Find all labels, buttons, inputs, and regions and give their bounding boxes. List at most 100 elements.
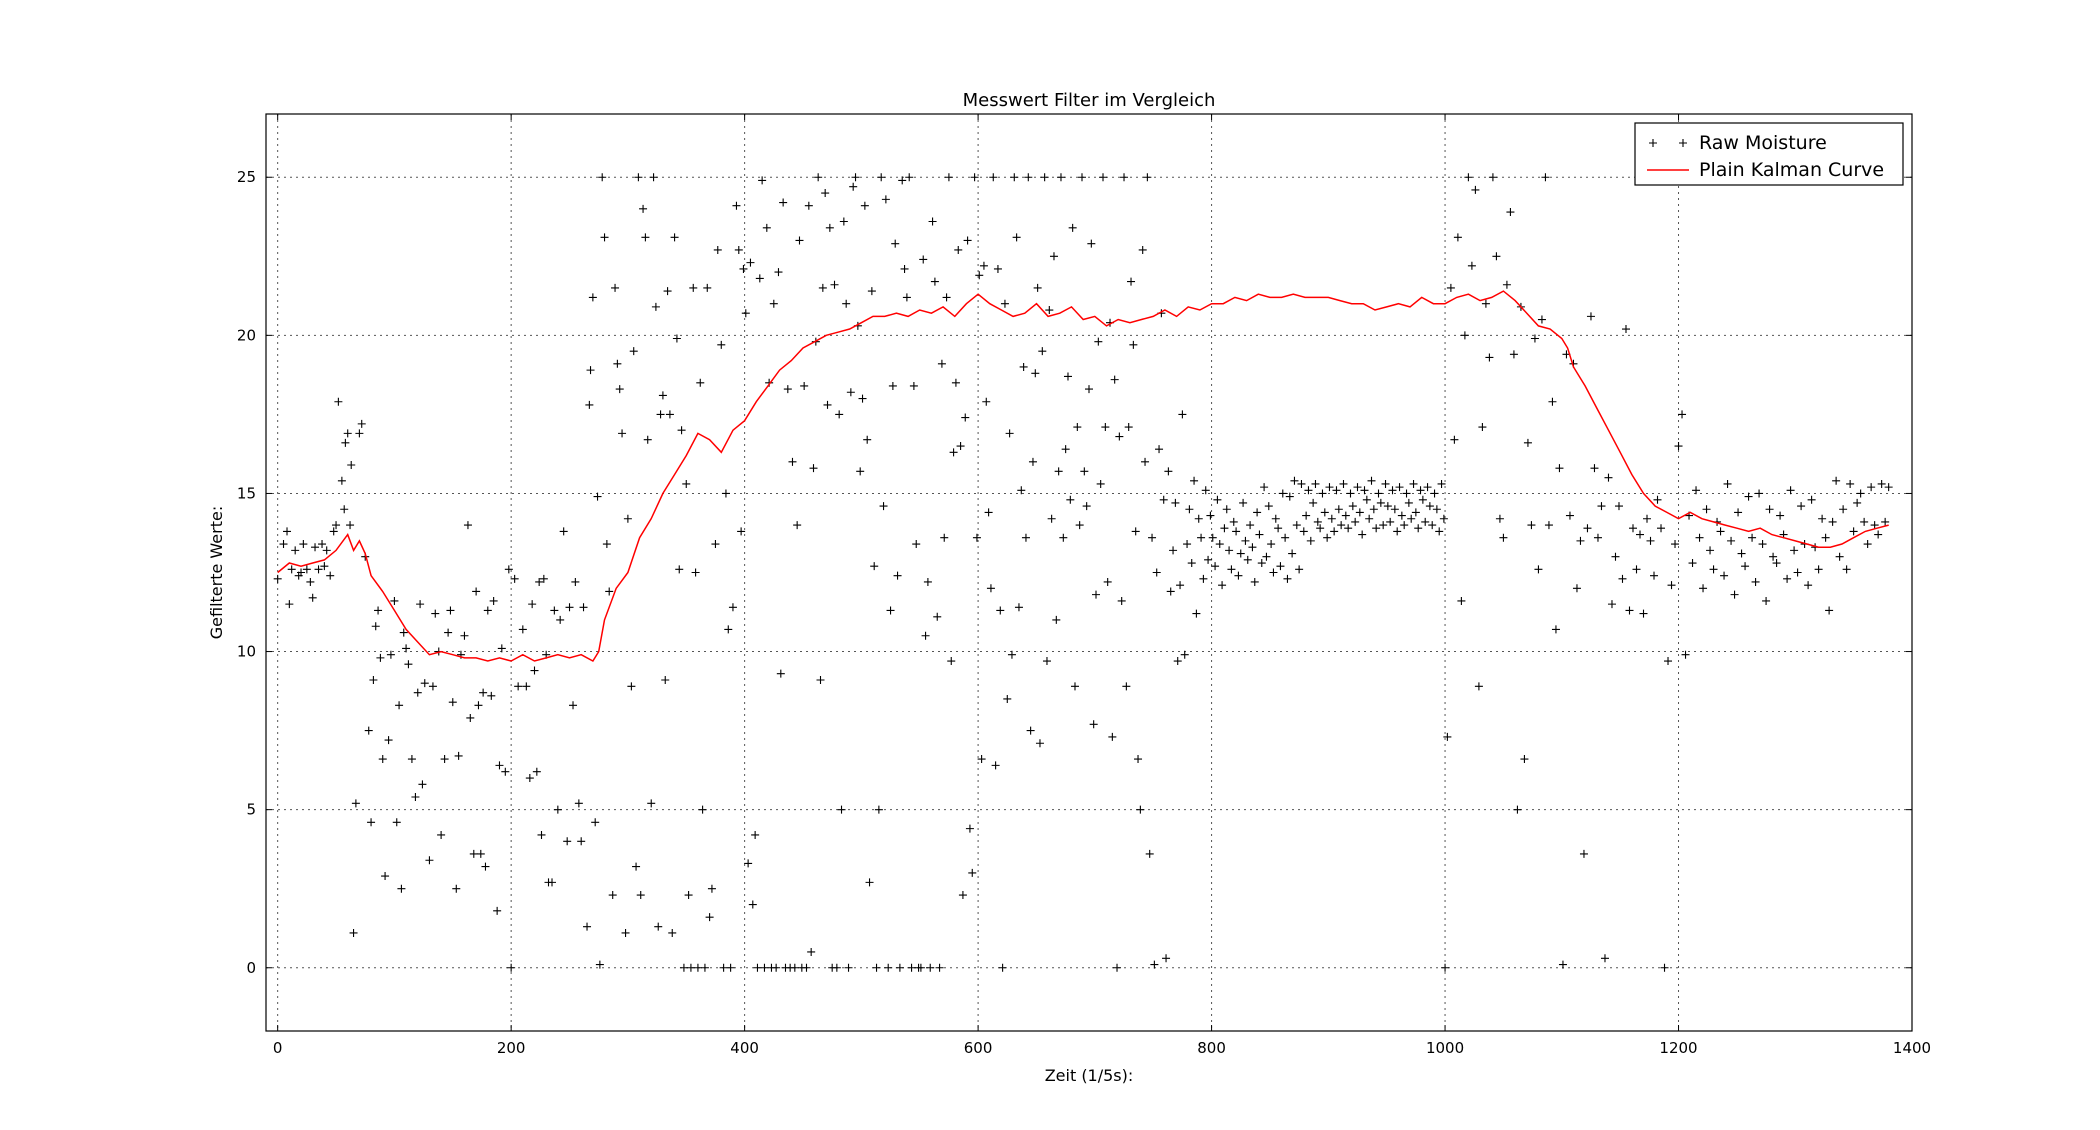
raw-moisture-point [320, 562, 329, 571]
raw-moisture-point [1835, 552, 1844, 561]
raw-moisture-point [1863, 540, 1872, 549]
raw-moisture-point [814, 173, 823, 182]
raw-moisture-point [1548, 397, 1557, 406]
raw-moisture-point [1513, 805, 1522, 814]
raw-moisture-point [1159, 495, 1168, 504]
raw-moisture-point [1117, 596, 1126, 605]
raw-moisture-point [1092, 590, 1100, 599]
raw-moisture-point [886, 606, 895, 615]
raw-moisture-point [1541, 173, 1550, 182]
raw-moisture-point [748, 900, 757, 909]
raw-moisture-point [1035, 739, 1044, 748]
raw-moisture-point [1867, 483, 1876, 492]
raw-moisture-point [565, 603, 574, 612]
raw-moisture-point [1797, 502, 1806, 511]
raw-moisture-point [776, 669, 785, 678]
raw-moisture-point [1629, 524, 1637, 533]
raw-moisture-point [1450, 435, 1459, 444]
raw-moisture-point [1253, 508, 1262, 517]
raw-moisture-point [1443, 732, 1452, 741]
raw-moisture-point [865, 878, 874, 887]
raw-moisture-point [608, 891, 617, 900]
raw-moisture-point [407, 755, 416, 764]
raw-moisture-point [1881, 517, 1890, 526]
raw-moisture-point [1028, 457, 1037, 466]
raw-moisture-point [755, 274, 764, 283]
raw-moisture-point [1227, 565, 1236, 574]
raw-moisture-point [944, 173, 953, 182]
data-series [273, 173, 1893, 972]
raw-moisture-point [965, 824, 974, 833]
raw-moisture-point [1176, 581, 1185, 590]
raw-moisture-point [431, 609, 440, 618]
legend-box [1634, 122, 1904, 186]
raw-moisture-point [1388, 486, 1397, 495]
raw-moisture-point [1737, 549, 1746, 558]
raw-moisture-point [905, 173, 914, 182]
raw-moisture-point [376, 653, 385, 662]
raw-moisture-point [357, 419, 366, 428]
raw-moisture-point [721, 489, 730, 498]
legend-label-raw-moisture: Raw Moisture [1699, 132, 1827, 154]
raw-moisture-point [1220, 524, 1229, 533]
raw-moisture-point [672, 334, 681, 343]
raw-moisture-point [1488, 173, 1497, 182]
raw-moisture-point [1066, 495, 1075, 504]
raw-moisture-point [711, 540, 720, 549]
raw-moisture-point [1353, 483, 1362, 492]
raw-moisture-point [818, 283, 827, 292]
raw-moisture-point [1042, 657, 1051, 666]
raw-moisture-point [679, 963, 688, 972]
raw-moisture-point [369, 676, 378, 685]
raw-moisture-point [1509, 350, 1518, 359]
raw-moisture-point [1056, 173, 1065, 182]
raw-moisture-point [1334, 505, 1343, 514]
raw-moisture-point [867, 287, 876, 296]
raw-moisture-point [1506, 208, 1515, 217]
raw-moisture-point [1374, 489, 1383, 498]
raw-moisture-point [928, 217, 937, 226]
raw-moisture-point [1492, 252, 1501, 261]
raw-moisture-point [982, 397, 991, 406]
raw-moisture-point [1096, 479, 1105, 488]
raw-moisture-point [1786, 486, 1795, 495]
raw-moisture-point [1201, 486, 1210, 495]
raw-moisture-point [595, 960, 604, 969]
raw-moisture-point [837, 805, 846, 814]
raw-moisture-point [647, 799, 656, 808]
raw-moisture-point [746, 258, 755, 267]
raw-moisture-point [395, 701, 404, 710]
raw-moisture-point [675, 565, 684, 574]
axis-ticks: 0 200 400 600 800 1000 1200 1400 0 5 10 15 20 25 [237, 114, 1931, 1057]
raw-moisture-point [963, 236, 972, 245]
raw-moisture-point [1720, 571, 1729, 580]
raw-moisture-point [346, 521, 355, 530]
raw-moisture-point [1471, 185, 1480, 194]
raw-moisture-point [334, 397, 343, 406]
y-tick-label: 25 [237, 168, 256, 186]
raw-moisture-point [1460, 331, 1469, 340]
raw-moisture-point [514, 682, 523, 691]
raw-moisture-point [1017, 486, 1026, 495]
raw-moisture-point [1723, 479, 1732, 488]
raw-moisture-point [510, 574, 519, 583]
y-tick-label: 5 [246, 801, 256, 819]
raw-moisture-point [1087, 239, 1096, 248]
raw-moisture-point [1127, 277, 1136, 286]
raw-moisture-point [399, 628, 408, 637]
raw-moisture-point [1164, 467, 1173, 476]
raw-moisture-point [1306, 536, 1315, 545]
raw-moisture-point [1155, 445, 1164, 454]
plot-area-frame [265, 113, 1913, 1032]
raw-moisture-point [1180, 650, 1189, 659]
raw-moisture-point [713, 245, 722, 254]
raw-moisture-point [921, 631, 930, 640]
raw-moisture-point [1330, 527, 1339, 536]
raw-moisture-point [881, 195, 890, 204]
raw-moisture-point [979, 261, 988, 270]
raw-moisture-point [1625, 606, 1634, 615]
raw-moisture-point [670, 233, 679, 242]
raw-moisture-point [621, 928, 630, 937]
raw-moisture-point [1870, 521, 1879, 530]
raw-moisture-point [823, 400, 832, 409]
